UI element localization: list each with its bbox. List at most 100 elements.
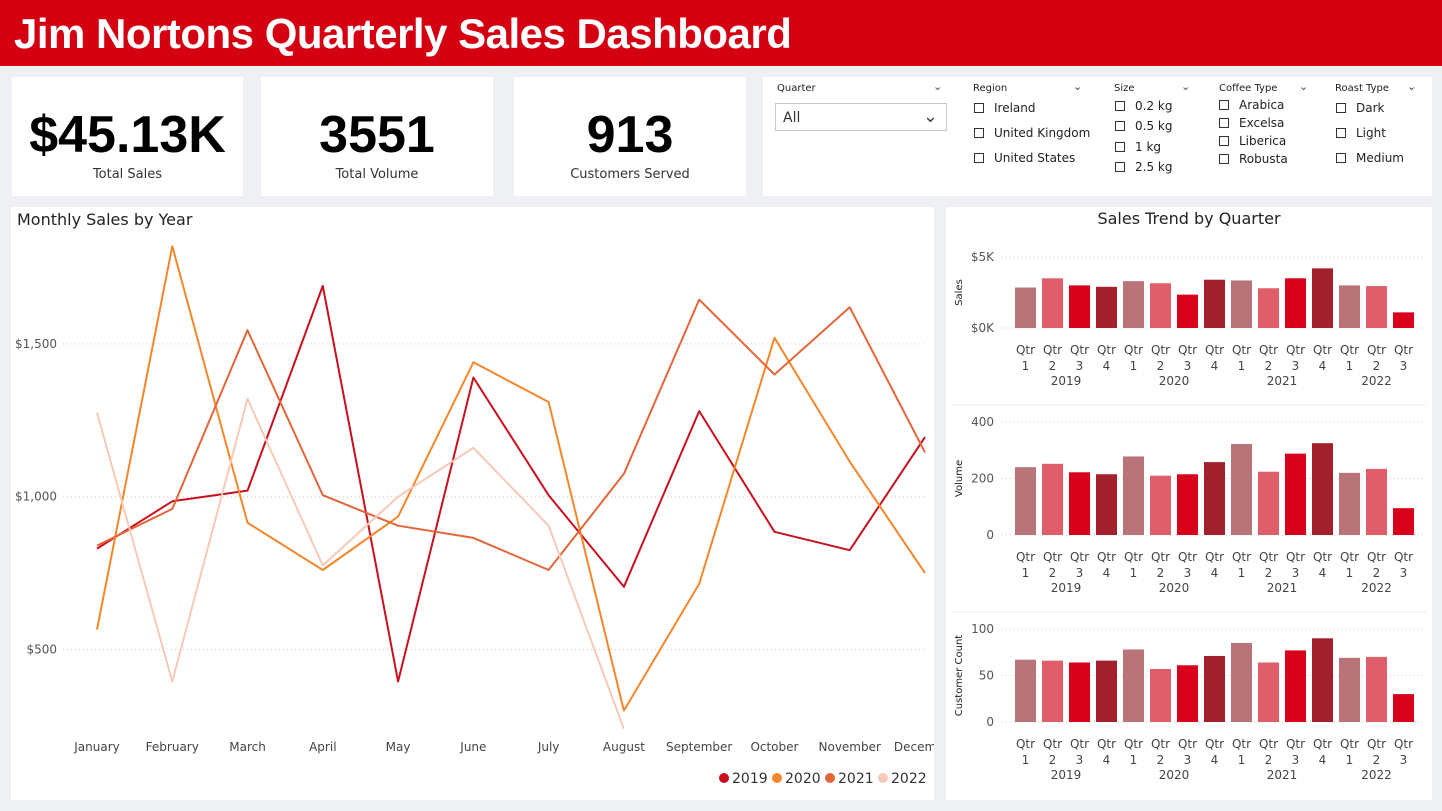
y-tick-label: 0 [986,715,994,729]
size-option-0-2kg[interactable]: 0.2 kg [1115,99,1172,113]
checkbox[interactable] [974,103,984,113]
year-label: 2022 [1361,374,1392,388]
x-tick-label: 2 [1265,566,1273,580]
x-tick-label: Qtr [1070,550,1089,564]
checkbox[interactable] [1219,154,1229,164]
roast-type-slicer-chevron-icon[interactable]: ⌄ [1407,80,1417,93]
size-option-0-5kg[interactable]: 0.5 kg [1115,119,1172,133]
quarter-dropdown[interactable]: All ⌄ [775,103,947,131]
checkbox[interactable] [1219,136,1229,146]
checkbox[interactable] [1336,128,1346,138]
bar [1177,665,1198,722]
x-tick-label: 3 [1292,753,1300,767]
checkbox[interactable] [1115,101,1125,111]
region-option-united-states[interactable]: United States [974,151,1075,165]
x-tick-label: Qtr [1340,343,1359,357]
quarter-slicer-title: Quarter [777,83,816,94]
quarterly-trend-card: Sales Trend by Quarter $0K $5K Sales Qtr 1 Qt… [946,207,1432,800]
bar [1312,638,1333,722]
region-slicer-title: Region [973,83,1008,94]
quarter-slicer-chevron-icon[interactable]: ⌄ [933,80,943,93]
size-slicer-chevron-icon[interactable]: ⌄ [1181,80,1191,93]
x-tick-label: Qtr [1286,737,1305,751]
x-tick-label: 1 [1238,566,1246,580]
legend-label-2021: 2021 [838,771,874,787]
roast-type-option-medium[interactable]: Medium [1336,151,1404,165]
roast-type-option-dark[interactable]: Dark [1336,101,1384,115]
year-label: 2020 [1159,768,1190,782]
option-label: Robusta [1239,152,1288,166]
checkbox[interactable] [1219,118,1229,128]
bar [1015,467,1036,535]
checkbox[interactable] [1336,153,1346,163]
checkbox[interactable] [1115,142,1125,152]
kpi-total-volume-label: Total Volume [335,167,419,182]
legend-marker-2019 [719,773,729,783]
x-tick-label: 4 [1211,566,1219,580]
x-tick-label: February [146,740,199,754]
x-tick-label: December [894,740,934,754]
checkbox[interactable] [1115,121,1125,131]
checkbox[interactable] [1219,100,1229,110]
checkbox[interactable] [1115,162,1125,172]
coffee-type-option-arabica[interactable]: Arabica [1219,98,1284,112]
coffee-type-slicer-chevron-icon[interactable]: ⌄ [1299,80,1309,93]
x-tick-label: May [386,740,411,754]
x-tick-label: 3 [1076,753,1084,767]
x-tick-label: November [819,740,881,754]
x-tick-label: Qtr [1178,737,1197,751]
x-tick-label: 1 [1130,566,1138,580]
bar [1042,463,1063,535]
coffee-type-option-robusta[interactable]: Robusta [1219,152,1288,166]
monthly-sales-card: Monthly Sales by Year $500 $1,000 $1,500 Ja… [11,207,934,800]
x-tick-label: Qtr [1124,343,1143,357]
x-tick-label: Qtr [1205,550,1224,564]
bar [1339,285,1360,328]
x-tick-label: 1 [1238,359,1246,373]
x-tick-label: Qtr [1070,343,1089,357]
option-label: United Kingdom [994,126,1091,140]
checkbox[interactable] [1336,103,1346,113]
region-option-united-kingdom[interactable]: United Kingdom [974,126,1090,140]
x-tick-label: October [750,740,798,754]
size-option-1kg[interactable]: 1 kg [1115,140,1161,154]
bar [1285,453,1306,535]
year-label: 2021 [1267,374,1298,388]
bar [1231,280,1252,328]
x-tick-label: Qtr [1286,343,1305,357]
x-tick-label: 1 [1022,566,1030,580]
coffee-type-option-excelsa[interactable]: Excelsa [1219,116,1284,130]
bar [1069,285,1090,328]
bar [1231,642,1252,722]
kpi-card-customers-served: 913 Customers Served [514,77,746,196]
x-tick-label: 3 [1076,359,1084,373]
x-tick-label: September [666,740,732,754]
slicer-panel: Quarter ⌄ All ⌄ Region ⌄ Ireland United … [763,77,1432,196]
x-tick-label: 3 [1184,359,1192,373]
chevron-down-icon: ⌄ [922,106,938,127]
y-tick-label: 200 [971,472,994,486]
legend-marker-2020 [772,773,782,783]
bar [1096,660,1117,722]
checkbox[interactable] [974,153,984,163]
y-tick-label: 400 [971,415,994,429]
x-tick-label: 1 [1022,359,1030,373]
bar [1339,472,1360,535]
legend-label-2020: 2020 [785,771,821,787]
checkbox[interactable] [974,128,984,138]
option-label: Light [1356,126,1386,140]
bar [1285,278,1306,328]
bar [1177,474,1198,535]
bar [1258,662,1279,722]
x-tick-label: 1 [1346,753,1354,767]
year-label: 2022 [1361,581,1392,595]
coffee-type-option-liberica[interactable]: Liberica [1219,134,1286,148]
region-slicer-chevron-icon[interactable]: ⌄ [1073,80,1083,93]
y-axis-label: Sales [954,279,965,306]
region-option-ireland[interactable]: Ireland [974,101,1036,115]
x-tick-label: 2 [1373,359,1381,373]
size-option-2-5kg[interactable]: 2.5 kg [1115,160,1172,174]
roast-type-option-light[interactable]: Light [1336,126,1386,140]
x-tick-label: Qtr [1259,343,1278,357]
x-tick-label: Qtr [1259,550,1278,564]
